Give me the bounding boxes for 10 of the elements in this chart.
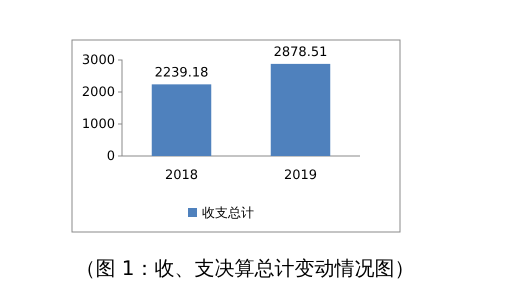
- x-tick-label: 2018: [164, 168, 198, 184]
- y-tick-label: 1000: [82, 117, 115, 132]
- y-tick-label: 2000: [82, 85, 115, 100]
- y-tick-label: 3000: [82, 53, 115, 68]
- data-label: 2239.18: [154, 65, 208, 80]
- data-label: 2878.51: [274, 44, 328, 60]
- legend-label: 收支总计: [202, 206, 254, 221]
- x-tick-label: 2019: [284, 168, 318, 184]
- text: （图 1：收、支决算总计变动情况图）: [75, 256, 415, 280]
- y-tick-label: 0: [106, 149, 115, 164]
